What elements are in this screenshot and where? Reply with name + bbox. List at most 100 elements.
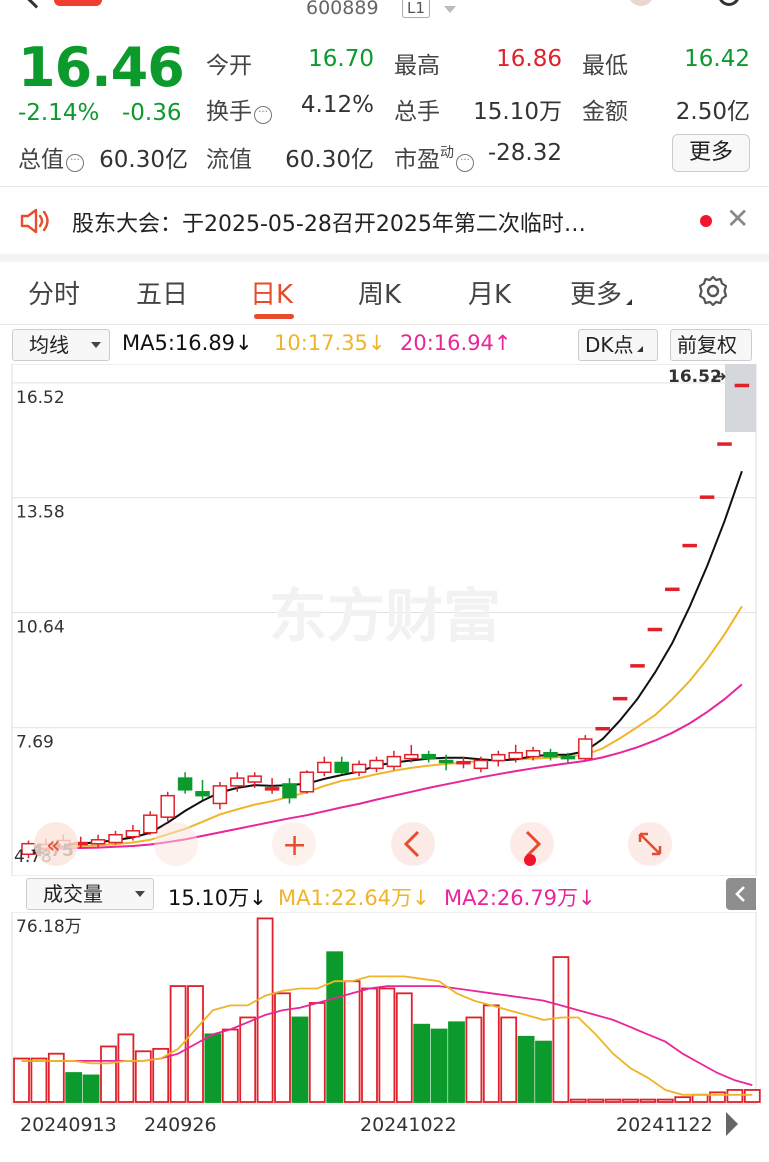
volume-bar (134, 1050, 152, 1103)
brand-badge (54, 0, 102, 6)
candle (369, 756, 384, 773)
price-tick-label: 7.69 (16, 733, 54, 753)
date-label: 240926 (144, 1114, 217, 1136)
volume-chart[interactable]: 76.18万 (0, 912, 769, 1162)
candle (282, 778, 297, 804)
candle (421, 750, 436, 763)
candle (438, 754, 454, 771)
candle (230, 772, 245, 792)
divider (0, 254, 769, 262)
gear-icon[interactable] (696, 274, 730, 308)
adjust-button[interactable]: 前复权 (670, 329, 752, 361)
divider (0, 324, 769, 325)
volume-bar (691, 1093, 709, 1103)
level-dropdown-icon[interactable] (444, 6, 456, 13)
open-label: 今开 (206, 53, 252, 79)
ma10-line (28, 605, 743, 850)
ma-selector[interactable]: 均线 (12, 329, 110, 361)
close-icon[interactable]: ✕ (726, 202, 750, 235)
info-icon[interactable]: ··· (66, 154, 84, 172)
volume-bar (726, 1089, 744, 1103)
total-mv-value: 60.30亿 (99, 147, 188, 173)
tab-monthly-k[interactable]: 月K (468, 280, 512, 310)
candle (143, 811, 158, 835)
volume-bar (221, 1028, 239, 1103)
volume-bar (117, 1033, 135, 1103)
volume-bar (256, 917, 274, 1103)
avatar[interactable] (628, 0, 654, 6)
volume-selector[interactable]: 成交量 (26, 878, 154, 910)
price-axis-labels: 16.52 13.58 10.64 7.69 (16, 388, 65, 753)
dk-point-button[interactable]: DK点 (578, 329, 658, 361)
ma-indicator-bar: 均线 MA5:16.89↓ 10:17.35↓ 20:16.94↑ DK点 前复… (0, 326, 769, 364)
volume-bar (47, 1052, 65, 1103)
volume-indicator-bar: 成交量 15.10万↓ MA1:22.64万↓ MA2:26.79万↓ (0, 876, 769, 912)
max-arrow-icon: → (712, 367, 726, 387)
candle (508, 744, 523, 763)
scroll-right-icon[interactable] (726, 1112, 738, 1136)
turnover-value: 4.12% (300, 92, 374, 118)
divider (0, 186, 769, 187)
candle (317, 756, 332, 777)
volume-bar (482, 1004, 500, 1103)
candle (160, 791, 175, 822)
volume-bar (430, 1028, 448, 1103)
expand-icon (638, 832, 662, 856)
pe-label: 市盈动 ··· (394, 140, 474, 174)
scroll-left-button[interactable] (391, 822, 435, 866)
pe-value: -28.32 (487, 140, 562, 166)
candle (264, 778, 280, 794)
ma20-readout: 20:16.94↑ (400, 331, 512, 355)
ma5-line (28, 470, 743, 849)
volume-bar (308, 1002, 326, 1103)
candle (177, 772, 193, 794)
back-arrow-icon[interactable] (27, 0, 45, 9)
search-icon[interactable] (718, 0, 740, 6)
position-dot (524, 854, 536, 866)
low-value: 16.42 (684, 46, 750, 72)
info-icon[interactable]: ··· (254, 106, 272, 124)
candle (473, 756, 489, 773)
ma10-readout: 10:17.35↓ (274, 331, 386, 355)
float-mv-label: 流值 (206, 147, 252, 173)
volume-bar (709, 1091, 726, 1103)
volume-bar (639, 1098, 657, 1103)
candle (351, 760, 367, 777)
volume-bar (274, 992, 291, 1103)
tab-weekly-k[interactable]: 周K (358, 280, 402, 310)
volume-bar (82, 1074, 100, 1103)
candle (630, 664, 645, 668)
candle (525, 746, 541, 761)
amount-label: 金额 (582, 99, 628, 125)
more-button[interactable]: 更多 (672, 134, 750, 172)
collapse-panel-button[interactable] (726, 878, 756, 910)
candle (699, 495, 715, 499)
chevron-left-icon (403, 830, 420, 858)
zoom-out-button[interactable] (154, 822, 198, 866)
volume-bar (239, 1016, 257, 1103)
volume-bar (395, 992, 413, 1103)
candle (543, 748, 558, 761)
zoom-in-button[interactable] (272, 822, 316, 866)
vol-ma1-readout: MA1:22.64万↓ (278, 886, 430, 910)
candle (386, 750, 402, 771)
level-badge[interactable]: L1 (402, 0, 430, 18)
tab-more[interactable]: 更多 (570, 274, 633, 311)
candle (195, 780, 210, 800)
tab-five-day[interactable]: 五日 (136, 280, 189, 310)
notice-bar[interactable]: 股东大会：于2025-05-28召开2025年第二次临时… ✕ (0, 188, 769, 254)
tab-daily-k[interactable]: 日K (250, 280, 294, 310)
fast-left-button[interactable] (34, 822, 78, 866)
dropdown-icon (91, 342, 101, 348)
date-label: 20240913 (20, 1114, 117, 1136)
tab-intraday[interactable]: 分时 (28, 280, 81, 310)
candles (21, 383, 750, 859)
info-icon[interactable]: ··· (456, 154, 474, 172)
volume-bar (743, 1089, 761, 1103)
scroll-right-button[interactable] (510, 822, 554, 866)
volume-readout: 15.10万↓ (168, 886, 267, 910)
price-tick-label: 16.52 (16, 388, 65, 408)
caret-icon (626, 299, 633, 305)
notice-text[interactable]: 股东大会：于2025-05-28召开2025年第二次临时… (72, 212, 586, 237)
